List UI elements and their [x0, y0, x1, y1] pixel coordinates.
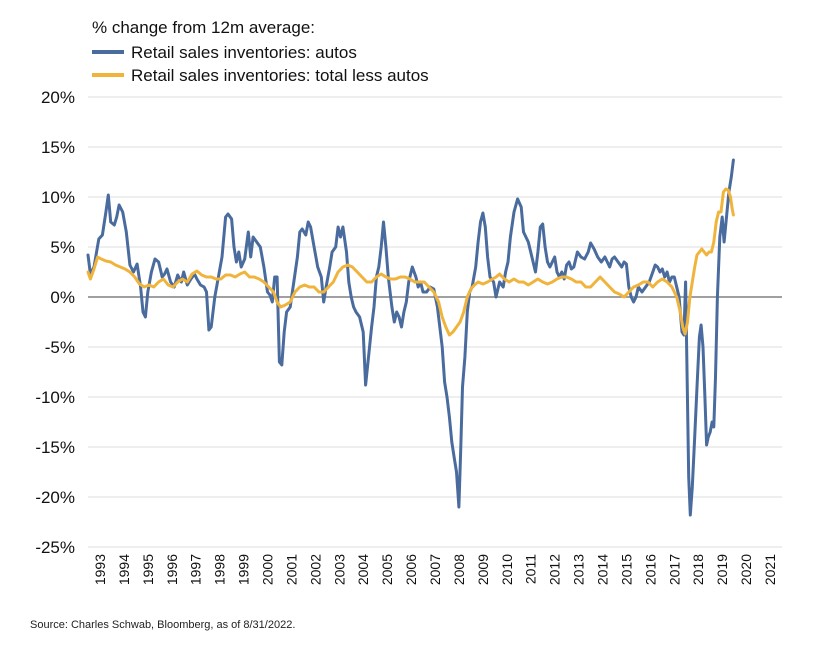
- x-tick-label: 2019: [714, 554, 730, 585]
- series-line-autos: [86, 158, 735, 517]
- y-tick-label: -20%: [35, 488, 75, 507]
- y-tick-label: -10%: [35, 388, 75, 407]
- x-tick-label: 2021: [762, 554, 778, 585]
- x-tick-label: 1995: [140, 554, 156, 585]
- x-tick-label: 1994: [116, 554, 132, 585]
- x-tick-label: 2012: [547, 554, 563, 585]
- x-tick-label: 1996: [164, 554, 180, 585]
- x-tick-label: 2004: [355, 554, 371, 585]
- series-layer: [86, 158, 735, 517]
- x-tick-label: 1997: [188, 554, 204, 585]
- x-tick-label: 1998: [212, 554, 228, 585]
- legend: % change from 12m average: Retail sales …: [92, 18, 429, 85]
- x-tick-label: 2014: [595, 554, 611, 585]
- legend-label-total-less-autos: Retail sales inventories: total less aut…: [131, 66, 429, 85]
- y-tick-label: 15%: [41, 138, 75, 157]
- legend-title: % change from 12m average:: [92, 18, 315, 37]
- x-tick-label: 2009: [475, 554, 491, 585]
- legend-label-autos: Retail sales inventories: autos: [131, 43, 357, 62]
- x-tick-label: 2017: [666, 554, 682, 585]
- x-tick-label: 2007: [427, 554, 443, 585]
- x-tick-label: 2008: [451, 554, 467, 585]
- y-tick-label: 5%: [50, 238, 75, 257]
- gridlines: [88, 96, 782, 548]
- x-tick-label: 2016: [642, 554, 658, 585]
- y-tick-label: 20%: [41, 88, 75, 107]
- y-axis: 20% 15% 10% 5% 0% -5% -10% -15% -20% -25%: [35, 88, 75, 557]
- x-tick-label: 2005: [379, 554, 395, 585]
- source-note: Source: Charles Schwab, Bloomberg, as of…: [30, 619, 295, 631]
- y-tick-label: -15%: [35, 438, 75, 457]
- x-tick-label: 2001: [283, 554, 299, 585]
- x-tick-label: 2020: [738, 554, 754, 585]
- x-tick-label: 2003: [331, 554, 347, 585]
- x-tick-label: 2015: [618, 554, 634, 585]
- x-tick-label: 2011: [523, 554, 539, 584]
- x-axis: 1993 1994 1995 1996 1997 1998 1999 2000 2001 2002…: [92, 554, 778, 585]
- x-tick-label: 1999: [236, 554, 252, 585]
- y-tick-label: 0%: [50, 288, 75, 307]
- x-tick-label: 2000: [259, 554, 275, 585]
- x-tick-label: 1993: [92, 554, 108, 585]
- series-line-total-less-autos: [86, 187, 735, 337]
- x-tick-label: 2010: [499, 554, 515, 585]
- x-tick-label: 2006: [403, 554, 419, 585]
- y-tick-label: -5%: [45, 338, 75, 357]
- x-tick-label: 2013: [571, 554, 587, 585]
- x-tick-label: 2018: [690, 554, 706, 585]
- x-tick-label: 2002: [307, 554, 323, 585]
- y-tick-label: 10%: [41, 188, 75, 207]
- y-tick-label: -25%: [35, 538, 75, 557]
